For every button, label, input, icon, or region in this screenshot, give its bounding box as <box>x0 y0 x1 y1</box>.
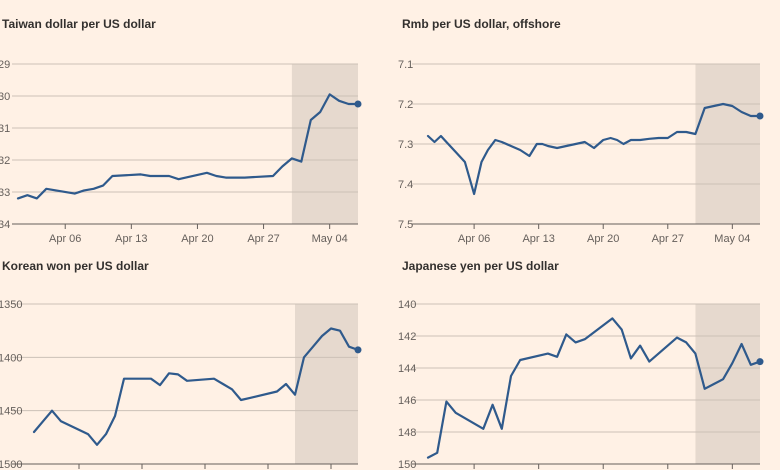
y-tick-label: 1400 <box>0 352 22 364</box>
series-end-point <box>756 358 764 366</box>
chart-panel-4: 140 142 144 146 148 150 Japanese yen per US do… <box>398 259 764 470</box>
y-tick-label: 7.5 <box>398 219 413 231</box>
series-line <box>32 327 360 446</box>
y-tick-label: 7.1 <box>398 59 413 71</box>
y-tick-label: 29 <box>0 59 10 71</box>
y-tick-label: 140 <box>398 299 416 311</box>
y-tick-label: 1450 <box>0 406 22 418</box>
x-tick-label: May 04 <box>714 233 750 245</box>
series-end-point <box>354 346 362 354</box>
series-line <box>426 102 762 196</box>
x-tick-label: Apr 20 <box>181 233 213 245</box>
y-tick-label: 148 <box>398 427 416 439</box>
x-tick-label: Apr 13 <box>522 233 554 245</box>
shaded-region <box>291 64 358 224</box>
shaded-region <box>695 304 760 464</box>
y-tick-label: 7.3 <box>398 139 413 151</box>
chart-title: Korean won per US dollar <box>2 259 149 273</box>
y-tick-label: 7.2 <box>398 99 413 111</box>
chart-panel-3: 1350 1400 1450 1500 Korean won per US dollar <box>0 259 362 470</box>
series-end-point <box>354 100 362 108</box>
y-tick-label: 146 <box>398 395 416 407</box>
series-line <box>426 317 762 459</box>
y-tick-label: 150 <box>398 459 416 470</box>
x-tick-label: Apr 06 <box>458 233 490 245</box>
chart-title: Taiwan dollar per US dollar <box>2 17 156 31</box>
x-tick-label: Apr 27 <box>247 233 279 245</box>
y-tick-label: 1500 <box>0 459 22 470</box>
x-tick-label: Apr 20 <box>587 233 619 245</box>
x-tick-label: Apr 13 <box>115 233 147 245</box>
shaded-region <box>295 304 358 464</box>
x-tick-label: Apr 27 <box>652 233 684 245</box>
y-tick-label: 31 <box>0 123 10 135</box>
x-tick-label: Apr 06 <box>49 233 81 245</box>
y-tick-label: 1350 <box>0 299 22 311</box>
y-tick-label: 30 <box>0 91 10 103</box>
chart-title: Japanese yen per US dollar <box>402 259 559 273</box>
series-line <box>16 93 360 200</box>
y-tick-label: 142 <box>398 331 416 343</box>
x-tick-label: May 04 <box>312 233 348 245</box>
series-end-point <box>756 112 764 120</box>
y-tick-label: 33 <box>0 187 10 199</box>
chart-title: Rmb per US dollar, offshore <box>402 17 561 31</box>
y-tick-label: 32 <box>0 155 10 167</box>
chart-panel-1: 29 30 31 32 33 34 Apr 06 Apr 13 Apr 20 Apr 27 May … <box>0 17 362 245</box>
chart-panel-2: 7.1 7.2 7.3 7.4 7.5 Apr 06 Apr 13 Apr 20 Apr 27 M… <box>398 17 764 245</box>
y-tick-label: 34 <box>0 219 10 231</box>
y-tick-label: 7.4 <box>398 179 413 191</box>
y-tick-label: 144 <box>398 363 416 375</box>
